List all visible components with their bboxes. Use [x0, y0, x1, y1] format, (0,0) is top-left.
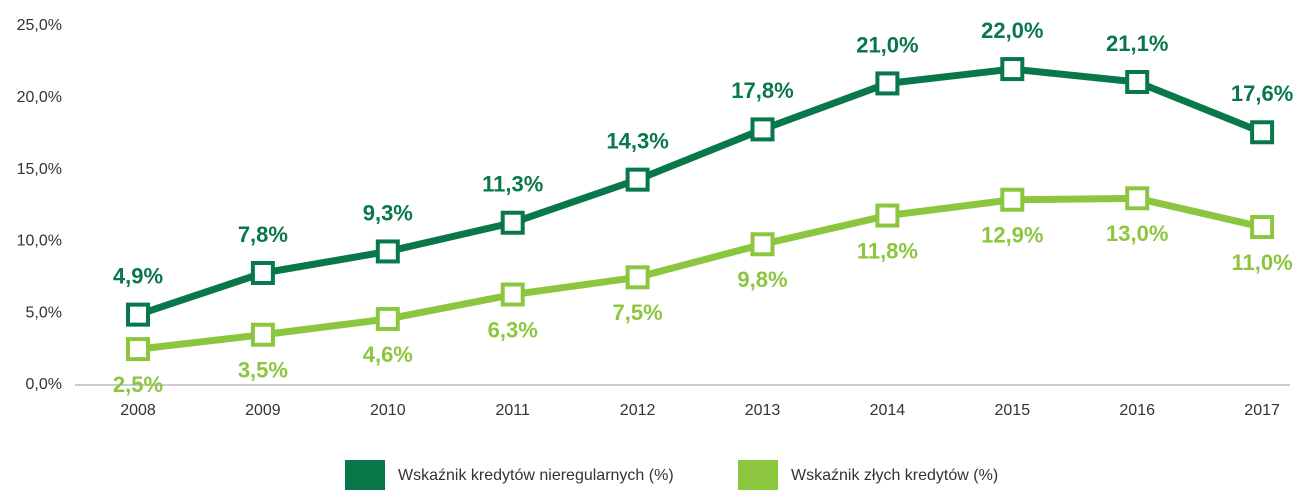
value-label: 4,9% — [113, 263, 163, 288]
marker — [625, 265, 650, 290]
series-line — [137, 194, 1263, 353]
value-label: 17,6% — [1231, 81, 1293, 106]
marker — [500, 210, 525, 235]
marker — [1250, 215, 1275, 240]
value-label: 21,0% — [856, 32, 918, 57]
marker — [250, 322, 275, 347]
legend-label: Wskaźnik złych kredytów (%) — [791, 467, 998, 484]
y-tick-label: 25,0% — [17, 17, 62, 34]
marker — [1125, 186, 1150, 211]
y-tick-label: 5,0% — [26, 304, 62, 321]
x-tick-label: 2017 — [1244, 402, 1280, 419]
value-label: 2,5% — [113, 372, 163, 397]
value-label: 6,3% — [488, 317, 538, 342]
value-label: 21,1% — [1106, 31, 1168, 56]
x-tick-label: 2013 — [745, 402, 781, 419]
series-line — [136, 65, 1264, 318]
value-label: 11,0% — [1232, 250, 1293, 275]
value-label: 4,6% — [363, 342, 413, 367]
value-label: 11,3% — [482, 172, 543, 197]
x-tick-label: 2016 — [1119, 402, 1155, 419]
value-label: 12,9% — [981, 223, 1043, 248]
marker — [875, 71, 900, 96]
marker — [375, 306, 400, 331]
value-label: 22,0% — [981, 18, 1043, 43]
value-label: 13,0% — [1106, 221, 1168, 246]
marker — [1125, 70, 1150, 95]
value-label: 9,3% — [363, 200, 413, 225]
value-label: 7,8% — [238, 222, 288, 247]
value-label: 17,8% — [731, 78, 793, 103]
value-label: 14,3% — [606, 128, 668, 153]
marker — [126, 337, 150, 362]
y-tick-label: 15,0% — [17, 161, 62, 178]
legend-label: Wskaźnik kredytów nieregularnych (%) — [398, 467, 674, 484]
legend-swatch — [738, 460, 778, 490]
y-tick-label: 20,0% — [17, 89, 62, 106]
marker — [1250, 120, 1275, 145]
x-tick-label: 2008 — [120, 402, 156, 419]
marker — [750, 232, 775, 257]
marker — [875, 203, 900, 228]
marker — [375, 239, 400, 264]
marker — [625, 167, 650, 192]
legend-swatch — [345, 460, 385, 490]
x-tick-label: 2015 — [995, 402, 1031, 419]
value-label: 7,5% — [613, 300, 663, 325]
marker — [126, 302, 150, 327]
marker — [250, 260, 275, 285]
y-tick-label: 0,0% — [26, 376, 62, 393]
value-label: 11,8% — [857, 238, 918, 263]
y-tick-label: 10,0% — [17, 233, 62, 250]
marker — [750, 117, 775, 142]
x-tick-label: 2009 — [245, 402, 281, 419]
value-label: 9,8% — [737, 267, 787, 292]
marker — [1000, 57, 1025, 82]
marker — [1000, 187, 1025, 212]
x-tick-label: 2012 — [620, 402, 656, 419]
x-tick-label: 2014 — [870, 402, 906, 419]
value-label: 3,5% — [238, 358, 288, 383]
marker — [500, 282, 525, 307]
x-tick-label: 2010 — [370, 402, 406, 419]
x-tick-label: 2011 — [495, 402, 530, 419]
